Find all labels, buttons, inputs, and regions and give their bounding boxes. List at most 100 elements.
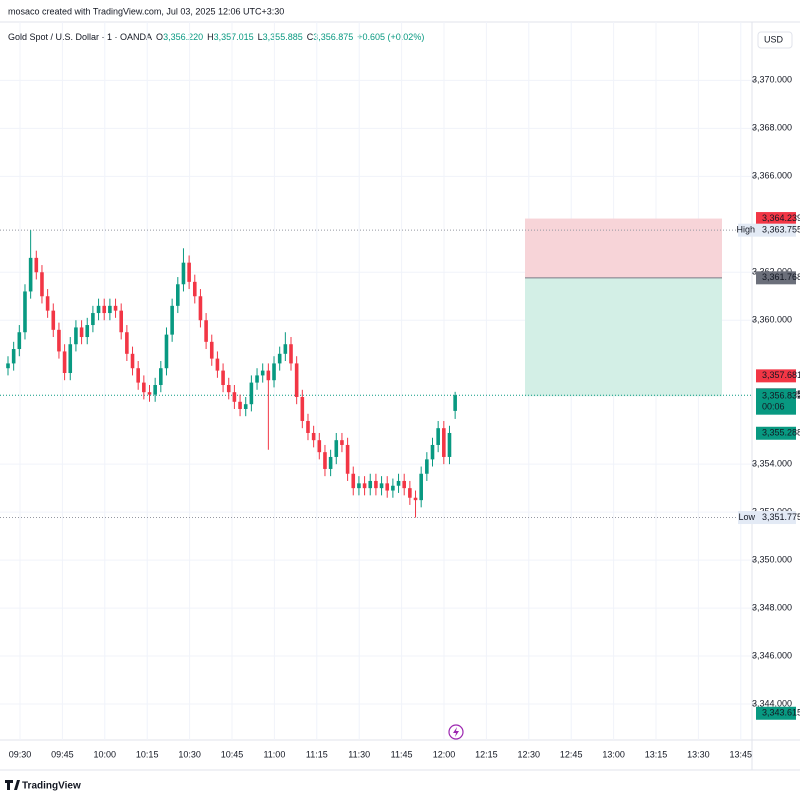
- candle-body: [85, 325, 90, 338]
- y-tick-label: 3,370.000: [752, 75, 792, 85]
- candle-body: [125, 332, 129, 354]
- candle-body: [204, 320, 208, 342]
- price-tag: Low: [738, 512, 755, 522]
- candle-body: [379, 483, 384, 489]
- candle-body: [187, 262, 191, 282]
- candle-body: [260, 370, 265, 376]
- price-tag-bg: [738, 223, 756, 237]
- candle-body: [74, 327, 78, 345]
- candle-body: [57, 329, 61, 352]
- price-marker-label: 3,363.755: [762, 225, 800, 235]
- price-marker-label: 3,357.681: [762, 370, 800, 380]
- candle-body: [283, 344, 288, 354]
- candle-body: [68, 344, 73, 374]
- candle-body: [249, 382, 254, 405]
- candle-body: [181, 262, 186, 285]
- y-tick-label: 3,354.000: [752, 459, 792, 469]
- candle-body: [108, 305, 112, 314]
- y-tick-label: 3,344.000: [752, 698, 792, 708]
- candle-body: [345, 444, 350, 474]
- x-tick-label: 10:15: [136, 749, 159, 759]
- x-tick-label: 12:15: [475, 749, 498, 759]
- candle-body: [311, 432, 316, 441]
- y-tick-label: 3,346.000: [752, 650, 792, 660]
- candle-body: [130, 353, 135, 369]
- candle-body: [147, 392, 152, 395]
- candle-body: [340, 440, 344, 445]
- x-tick-label: 09:30: [9, 749, 32, 759]
- symbol-legend: Gold Spot / U.S. Dollar · 1 · OANDA O3,35…: [8, 32, 424, 42]
- ohlc-key: H: [207, 32, 214, 42]
- price-marker: [756, 511, 796, 525]
- x-tick-label: 12:45: [560, 749, 583, 759]
- price-marker: [756, 706, 796, 720]
- candle-body: [402, 480, 406, 489]
- candle-body: [136, 368, 140, 383]
- price-marker: [756, 271, 796, 285]
- x-tick-label: 13:30: [687, 749, 710, 759]
- x-tick-label: 11:00: [263, 749, 285, 759]
- candle-body: [272, 363, 276, 381]
- credit: mosaco created with TradingView.com, Jul…: [8, 6, 284, 16]
- price-marker-label: 3,361.768: [762, 272, 800, 282]
- candle-body: [6, 363, 10, 369]
- ohlc-value: 3,356.875: [313, 32, 353, 42]
- candle-body: [51, 310, 56, 330]
- candle-body: [408, 488, 412, 498]
- price-marker-label: 3,343.615: [762, 708, 800, 718]
- candle-body: [447, 432, 452, 457]
- change-value: +0.605 (+0.02%): [357, 32, 424, 42]
- price-marker-label: 3,355.288: [762, 428, 800, 438]
- candle-body: [453, 395, 457, 411]
- price-marker-label: 3,351.775: [762, 512, 800, 522]
- candle-body: [306, 420, 310, 433]
- candle-body: [266, 370, 271, 381]
- price-marker: [756, 426, 796, 440]
- stop-zone: [525, 218, 722, 278]
- currency-button[interactable]: [757, 31, 793, 49]
- candle-body: [102, 305, 107, 314]
- candle-body: [62, 351, 67, 374]
- candle-body: [255, 375, 259, 383]
- candle-body: [113, 305, 118, 311]
- y-tick-label: 3,368.000: [752, 123, 792, 133]
- ohlc-key: O: [156, 32, 163, 42]
- currency: USD: [764, 34, 784, 44]
- candle-body: [153, 385, 157, 395]
- candle-body: [192, 281, 197, 297]
- candle-body: [159, 368, 163, 385]
- price-marker-label: 3,364.239: [762, 213, 800, 223]
- candle-body: [385, 483, 390, 491]
- candle-body: [23, 291, 27, 333]
- ohlc-value: 3,356.220: [163, 32, 203, 42]
- brand-logo: [5, 780, 20, 790]
- price-marker: [756, 223, 796, 237]
- x-tick-label: 10:45: [221, 749, 244, 759]
- candle-body: [374, 480, 378, 489]
- candle-body: [28, 257, 33, 292]
- candle-body: [17, 332, 22, 350]
- candle-body: [221, 370, 225, 385]
- target-zone: [525, 277, 722, 397]
- brand: TradingView: [22, 781, 81, 792]
- price-tag-bg: [738, 511, 756, 525]
- x-tick-label: 12:30: [518, 749, 541, 759]
- price-marker-label: 3,356.832: [762, 391, 800, 401]
- ohlc-key: C: [307, 32, 314, 42]
- candle-body: [119, 310, 123, 333]
- candle-body: [34, 257, 39, 273]
- candle-body: [436, 428, 440, 445]
- ohlc-value: 3,355.885: [263, 32, 303, 42]
- candle-body: [419, 473, 423, 501]
- y-tick-label: 3,350.000: [752, 554, 792, 564]
- x-tick-label: 11:15: [306, 749, 328, 759]
- countdown: 00:06: [762, 402, 785, 412]
- candle-body: [232, 392, 237, 402]
- candle-body: [91, 313, 95, 326]
- candle-body: [425, 459, 429, 474]
- candle-body: [170, 305, 174, 335]
- candle-body: [357, 483, 361, 489]
- ohlc-value: 3,357.015: [214, 32, 254, 42]
- price-marker: [756, 212, 796, 226]
